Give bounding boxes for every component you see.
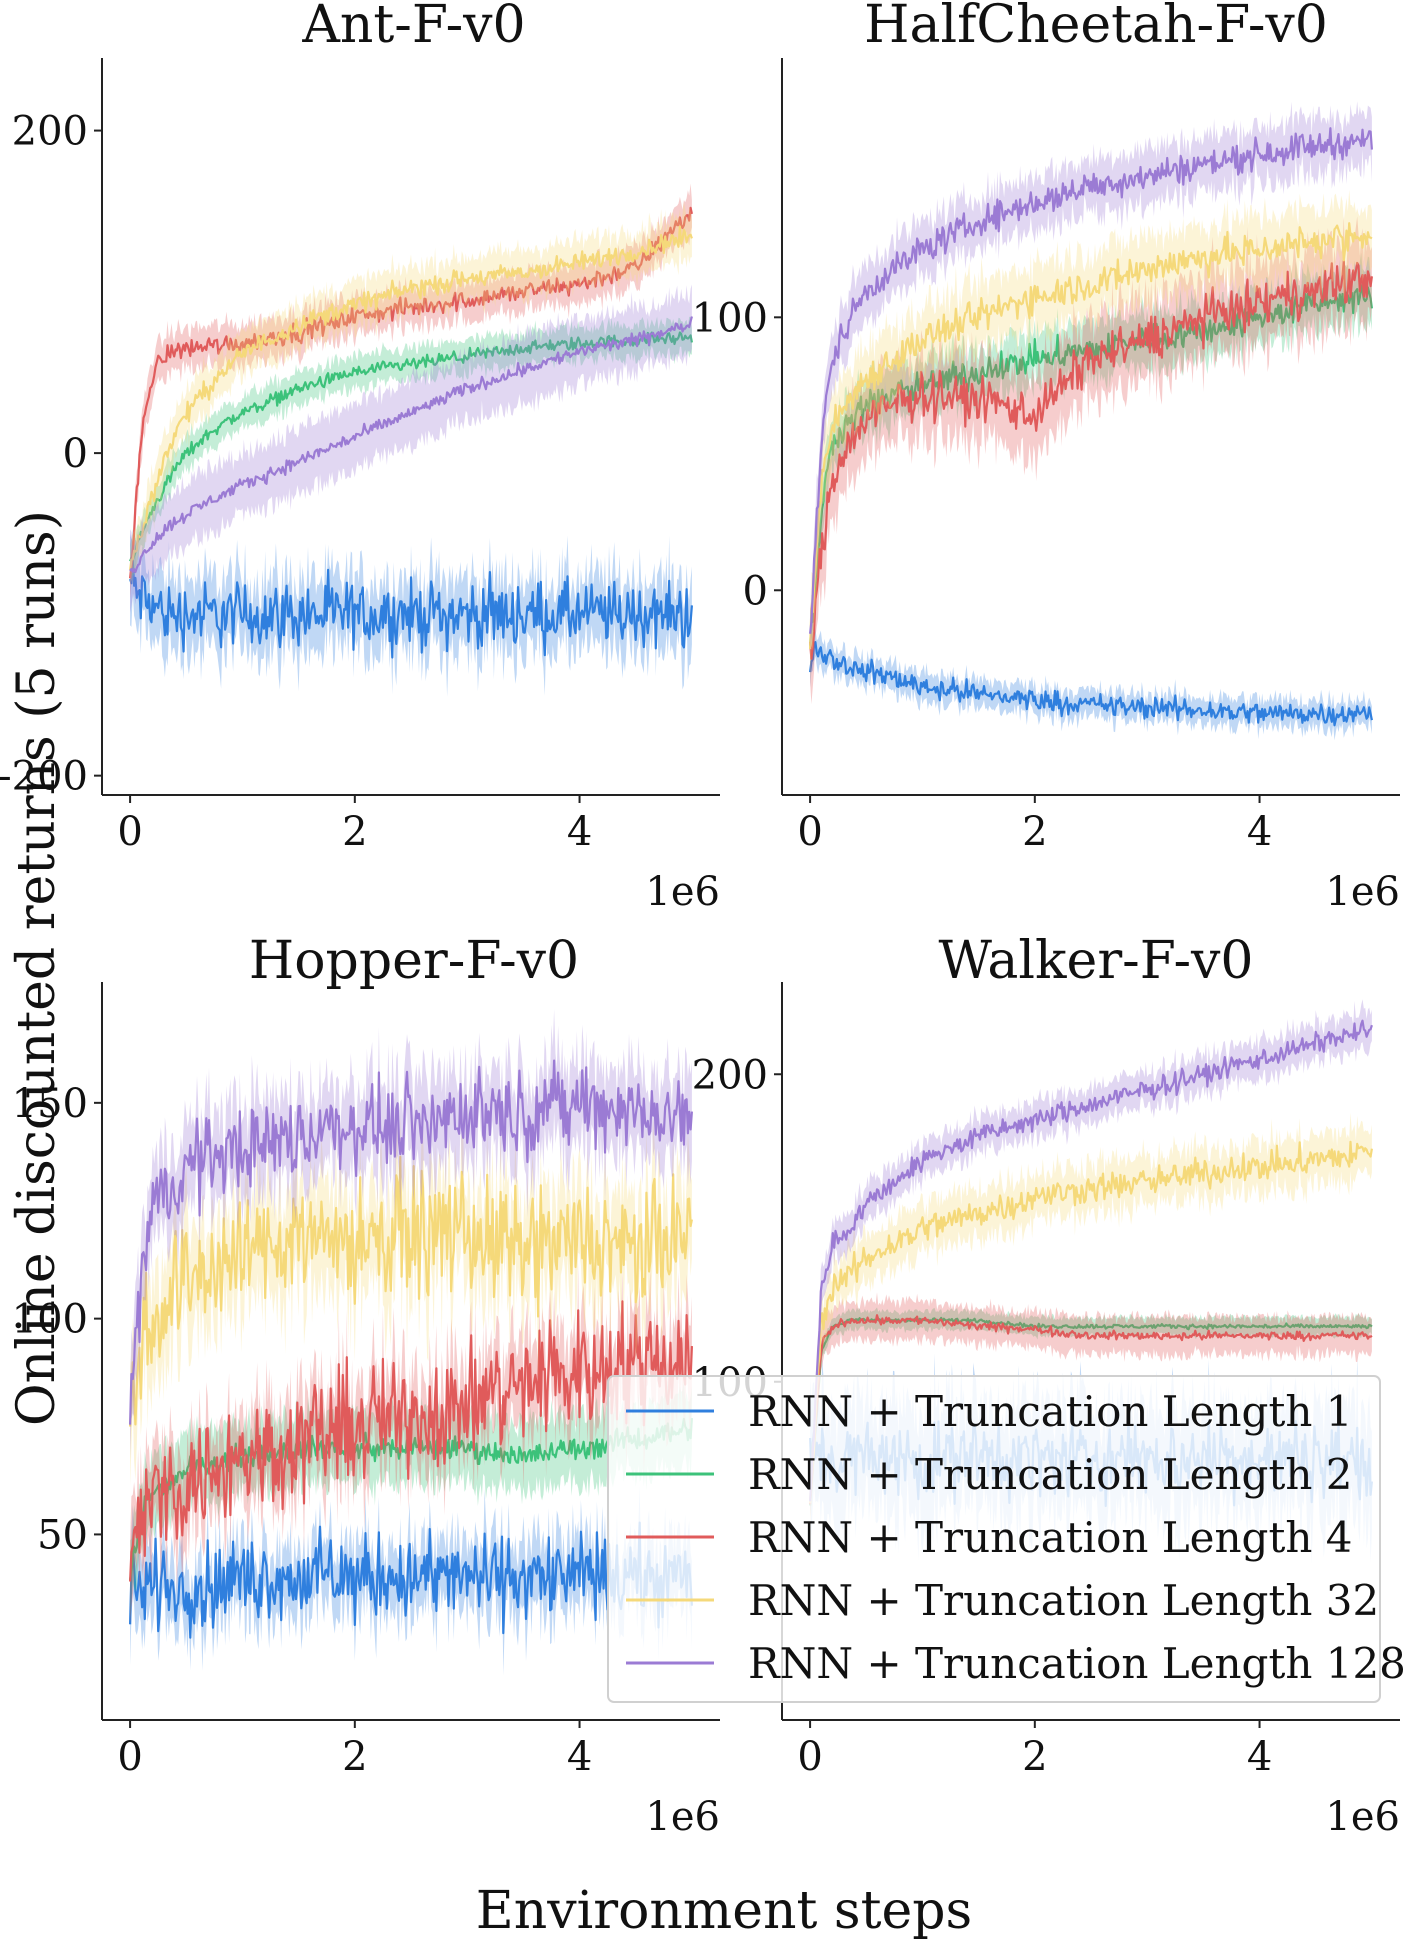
- series-band: [810, 1292, 1372, 1525]
- series-band: [810, 190, 1372, 684]
- series-line: [129, 559, 693, 659]
- y-tick-label: 150: [12, 1081, 88, 1127]
- y-tick-label: 0: [743, 568, 768, 614]
- y-tick-label: 0: [63, 431, 88, 477]
- series-line: [129, 1300, 693, 1582]
- x-tick-label: 2: [342, 809, 367, 855]
- y-tick-label: -200: [0, 754, 88, 800]
- legend-label: RNN + Truncation Length 4: [748, 1513, 1352, 1562]
- panel-halfcheetah: HalfCheetah-F-v0 0 2 4 0 100 1e6: [692, 0, 1400, 915]
- series-line: [129, 206, 693, 579]
- y-tick-label: 200: [12, 109, 88, 155]
- legend-entry: RNN + Truncation Length 32: [626, 1576, 1379, 1625]
- y-axis-label: Online discounted returns (5 runs): [7, 510, 67, 1426]
- series-band: [810, 999, 1372, 1516]
- y-tick-label: 100: [12, 1297, 88, 1343]
- legend-entry: RNN + Truncation Length 128: [626, 1639, 1406, 1688]
- legend-entry: RNN + Truncation Length 1: [626, 1387, 1352, 1436]
- series-band: [810, 216, 1372, 705]
- series-band: [130, 1107, 692, 1486]
- legend-entry: RNN + Truncation Length 4: [626, 1513, 1352, 1562]
- x-tick-label: 2: [1022, 1734, 1047, 1780]
- x-tick-label: 4: [1247, 1734, 1272, 1780]
- x-tick-label: 2: [1022, 809, 1047, 855]
- legend-label: RNN + Truncation Length 2: [748, 1450, 1352, 1499]
- panel-title: Ant-F-v0: [301, 0, 525, 55]
- panel-title: Hopper-F-v0: [249, 931, 579, 991]
- series-line: [129, 1059, 693, 1425]
- x-tick-label: 0: [797, 809, 822, 855]
- y-tick-label: 50: [37, 1512, 88, 1558]
- series-band: [810, 101, 1372, 657]
- y-tick-label: 200: [692, 1052, 768, 1098]
- series-line: [809, 259, 1373, 660]
- series-line: [809, 1140, 1373, 1503]
- series-line: [809, 127, 1373, 634]
- x-tick-label: 0: [117, 809, 142, 855]
- x-tick-label: 2: [342, 1734, 367, 1780]
- x-offset-label: 1e6: [1325, 869, 1400, 915]
- series-line: [129, 1155, 693, 1427]
- legend-label: RNN + Truncation Length 1: [748, 1387, 1352, 1436]
- x-tick-label: 4: [567, 809, 592, 855]
- legend-box: [607, 1375, 1381, 1703]
- series-band: [810, 627, 1372, 741]
- legend: RNN + Truncation Length 1 RNN + Truncati…: [607, 1375, 1406, 1703]
- x-tick-label: 0: [117, 1734, 142, 1780]
- x-offset-label: 1e6: [645, 869, 720, 915]
- y-tick-label: 100: [692, 295, 768, 341]
- panel-title: Walker-F-v0: [938, 931, 1253, 991]
- legend-label: RNN + Truncation Length 32: [748, 1576, 1379, 1625]
- series-line: [129, 1521, 693, 1639]
- series-band: [130, 529, 692, 697]
- panel-title: HalfCheetah-F-v0: [864, 0, 1328, 55]
- x-tick-label: 4: [1247, 809, 1272, 855]
- series-line: [129, 225, 693, 571]
- x-axis-label: Environment steps: [476, 1881, 972, 1941]
- x-offset-label: 1e6: [645, 1794, 720, 1840]
- series-band: [130, 284, 692, 613]
- series-line: [129, 331, 693, 562]
- x-offset-label: 1e6: [1325, 1794, 1400, 1840]
- series-line: [809, 1019, 1373, 1502]
- series-band: [130, 1009, 692, 1460]
- x-tick-label: 0: [797, 1734, 822, 1780]
- series-band: [130, 201, 692, 588]
- panel-ant: Ant-F-v0 0 2 4 -200 0 200 1e6: [0, 0, 720, 915]
- series-band: [130, 316, 692, 578]
- panel-hopper: Hopper-F-v0 0 2 4 50 100 150 1e6: [12, 931, 720, 1840]
- legend-entry: RNN + Truncation Length 2: [626, 1450, 1352, 1499]
- series-line: [129, 316, 693, 574]
- series-line: [809, 641, 1373, 727]
- series-line: [809, 1314, 1373, 1505]
- legend-label: RNN + Truncation Length 128: [748, 1639, 1406, 1688]
- x-tick-label: 4: [567, 1734, 592, 1780]
- series-line: [809, 222, 1373, 650]
